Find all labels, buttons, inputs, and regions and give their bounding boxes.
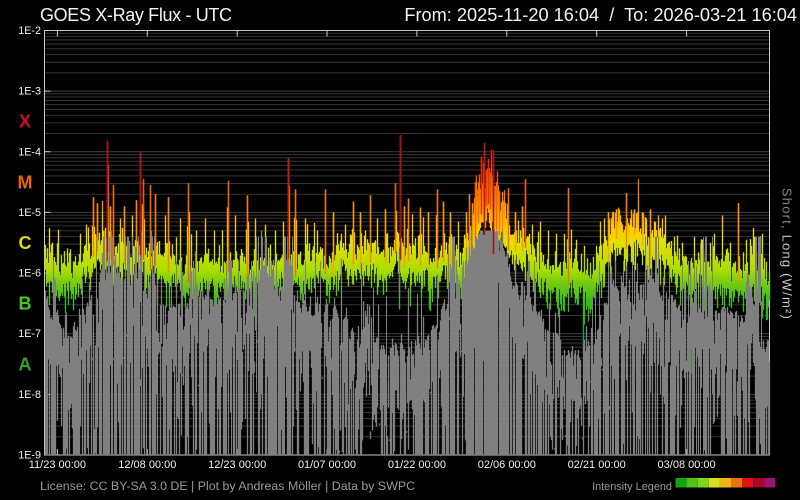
svg-text:C: C <box>19 233 32 253</box>
svg-text:M: M <box>18 172 33 192</box>
svg-text:B: B <box>19 294 32 314</box>
svg-text:01/07 00:00: 01/07 00:00 <box>298 459 356 471</box>
svg-text:12/08 00:00: 12/08 00:00 <box>118 459 176 471</box>
svg-text:1E-6: 1E-6 <box>18 268 41 280</box>
svg-text:Intensity Legend: Intensity Legend <box>592 481 672 493</box>
svg-text:A: A <box>19 354 32 374</box>
svg-text:1E-5: 1E-5 <box>18 207 41 219</box>
svg-text:1E-3: 1E-3 <box>18 86 41 98</box>
svg-text:From: 2025-11-20 16:04 / To:: From: 2025-11-20 16:04 / To: 2026-03-21 … <box>404 5 797 25</box>
svg-text:1E-7: 1E-7 <box>18 328 41 340</box>
svg-text:GOES X-Ray Flux - UTC: GOES X-Ray Flux - UTC <box>40 5 232 25</box>
svg-text:12/23 00:00: 12/23 00:00 <box>208 459 266 471</box>
svg-text:02/06 00:00: 02/06 00:00 <box>478 459 536 471</box>
svg-text:02/21 00:00: 02/21 00:00 <box>568 459 626 471</box>
svg-text:License: CC BY-SA 3.0 DE | Plo: License: CC BY-SA 3.0 DE | Plot by Andre… <box>40 479 415 493</box>
svg-text:Short, Long (W/m²): Short, Long (W/m²) <box>780 188 795 320</box>
svg-text:1E-9: 1E-9 <box>18 450 41 462</box>
svg-text:01/22 00:00: 01/22 00:00 <box>388 459 446 471</box>
svg-text:03/08 00:00: 03/08 00:00 <box>658 459 716 471</box>
svg-text:1E-2: 1E-2 <box>18 25 41 37</box>
svg-text:11/23 00:00: 11/23 00:00 <box>29 459 86 471</box>
svg-text:1E-4: 1E-4 <box>18 146 41 158</box>
svg-text:X: X <box>19 112 31 132</box>
svg-text:1E-8: 1E-8 <box>18 389 41 401</box>
